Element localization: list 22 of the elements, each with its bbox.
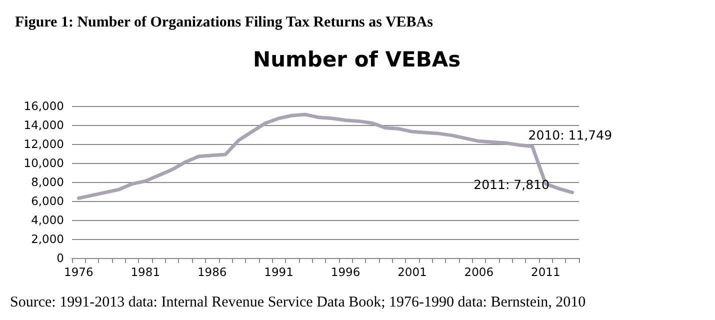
x-tick-label: 1986 xyxy=(197,265,227,279)
y-tick-label: 6,000 xyxy=(31,194,64,208)
y-tick-label: 2,000 xyxy=(31,232,64,246)
y-tick-label: 10,000 xyxy=(24,156,64,170)
x-tick-label: 1981 xyxy=(130,265,160,279)
x-tick-label: 2001 xyxy=(398,265,427,279)
x-tick-label: 2011 xyxy=(531,265,560,279)
x-tick-label: 1991 xyxy=(264,265,294,279)
chart-title: Figure 1: Number of Organizations Filing Tax Returns as VEBAs xyxy=(15,14,434,30)
y-tick-label: 0 xyxy=(56,251,64,265)
x-tick-label: 1996 xyxy=(330,265,360,279)
y-tick-label: 12,000 xyxy=(24,137,64,151)
y-tick-label: 4,000 xyxy=(31,213,64,227)
x-tick-label: 1976 xyxy=(64,265,94,279)
annotation: 2011: 7,810 xyxy=(474,176,550,192)
x-tick-label: 2006 xyxy=(464,265,494,279)
chart-subtitle: Number of VEBAs xyxy=(253,48,461,72)
annotation: 2010: 11,749 xyxy=(528,127,612,142)
source-note: Source: 1991-2013 data: Internal Revenue Service Data Book; 1976-1990 data: Bernstein, 2010 xyxy=(10,294,586,310)
y-tick-label: 16,000 xyxy=(24,99,64,113)
y-tick-label: 14,000 xyxy=(24,118,64,132)
y-tick-label: 8,000 xyxy=(31,175,64,189)
